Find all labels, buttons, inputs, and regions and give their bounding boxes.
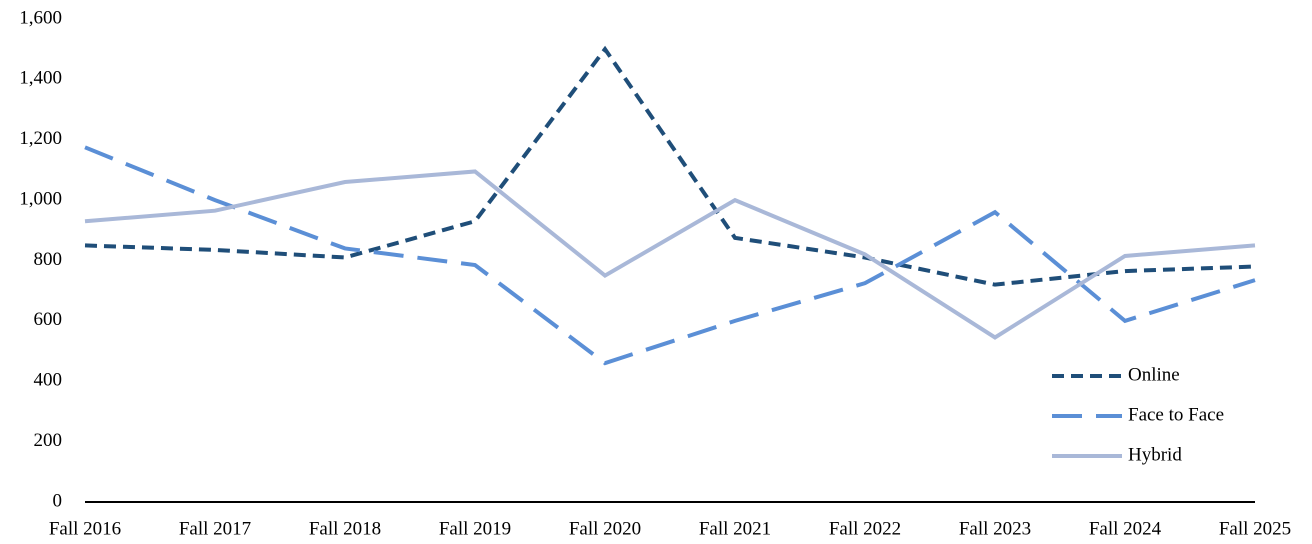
legend-label: Hybrid xyxy=(1128,444,1182,465)
series-line xyxy=(84,45,1256,287)
x-tick-label: Fall 2017 xyxy=(179,518,251,539)
y-tick-label: 1,000 xyxy=(19,188,62,209)
x-tick-label: Fall 2018 xyxy=(309,518,381,539)
x-tick-label: Fall 2023 xyxy=(959,518,1031,539)
y-tick-label: 200 xyxy=(34,430,63,451)
legend-label: Face to Face xyxy=(1128,404,1224,425)
y-tick-label: 400 xyxy=(34,370,63,391)
y-tick-label: 1,200 xyxy=(19,128,62,149)
y-tick-label: 800 xyxy=(34,249,63,270)
x-tick-label: Fall 2024 xyxy=(1089,518,1162,539)
y-tick-label: 600 xyxy=(34,309,63,330)
y-tick-label: 0 xyxy=(53,490,63,511)
x-tick-label: Fall 2022 xyxy=(829,518,901,539)
x-tick-label: Fall 2021 xyxy=(699,518,771,539)
x-tick-label: Fall 2019 xyxy=(439,518,511,539)
y-tick-label: 1,600 xyxy=(19,7,62,28)
series-line xyxy=(84,145,1256,366)
x-tick-label: Fall 2016 xyxy=(49,518,121,539)
x-tick-label: Fall 2020 xyxy=(569,518,641,539)
series-line xyxy=(84,169,1256,340)
y-tick-label: 1,400 xyxy=(19,68,62,89)
legend-label: Online xyxy=(1128,364,1180,385)
x-tick-label: Fall 2025 xyxy=(1219,518,1291,539)
